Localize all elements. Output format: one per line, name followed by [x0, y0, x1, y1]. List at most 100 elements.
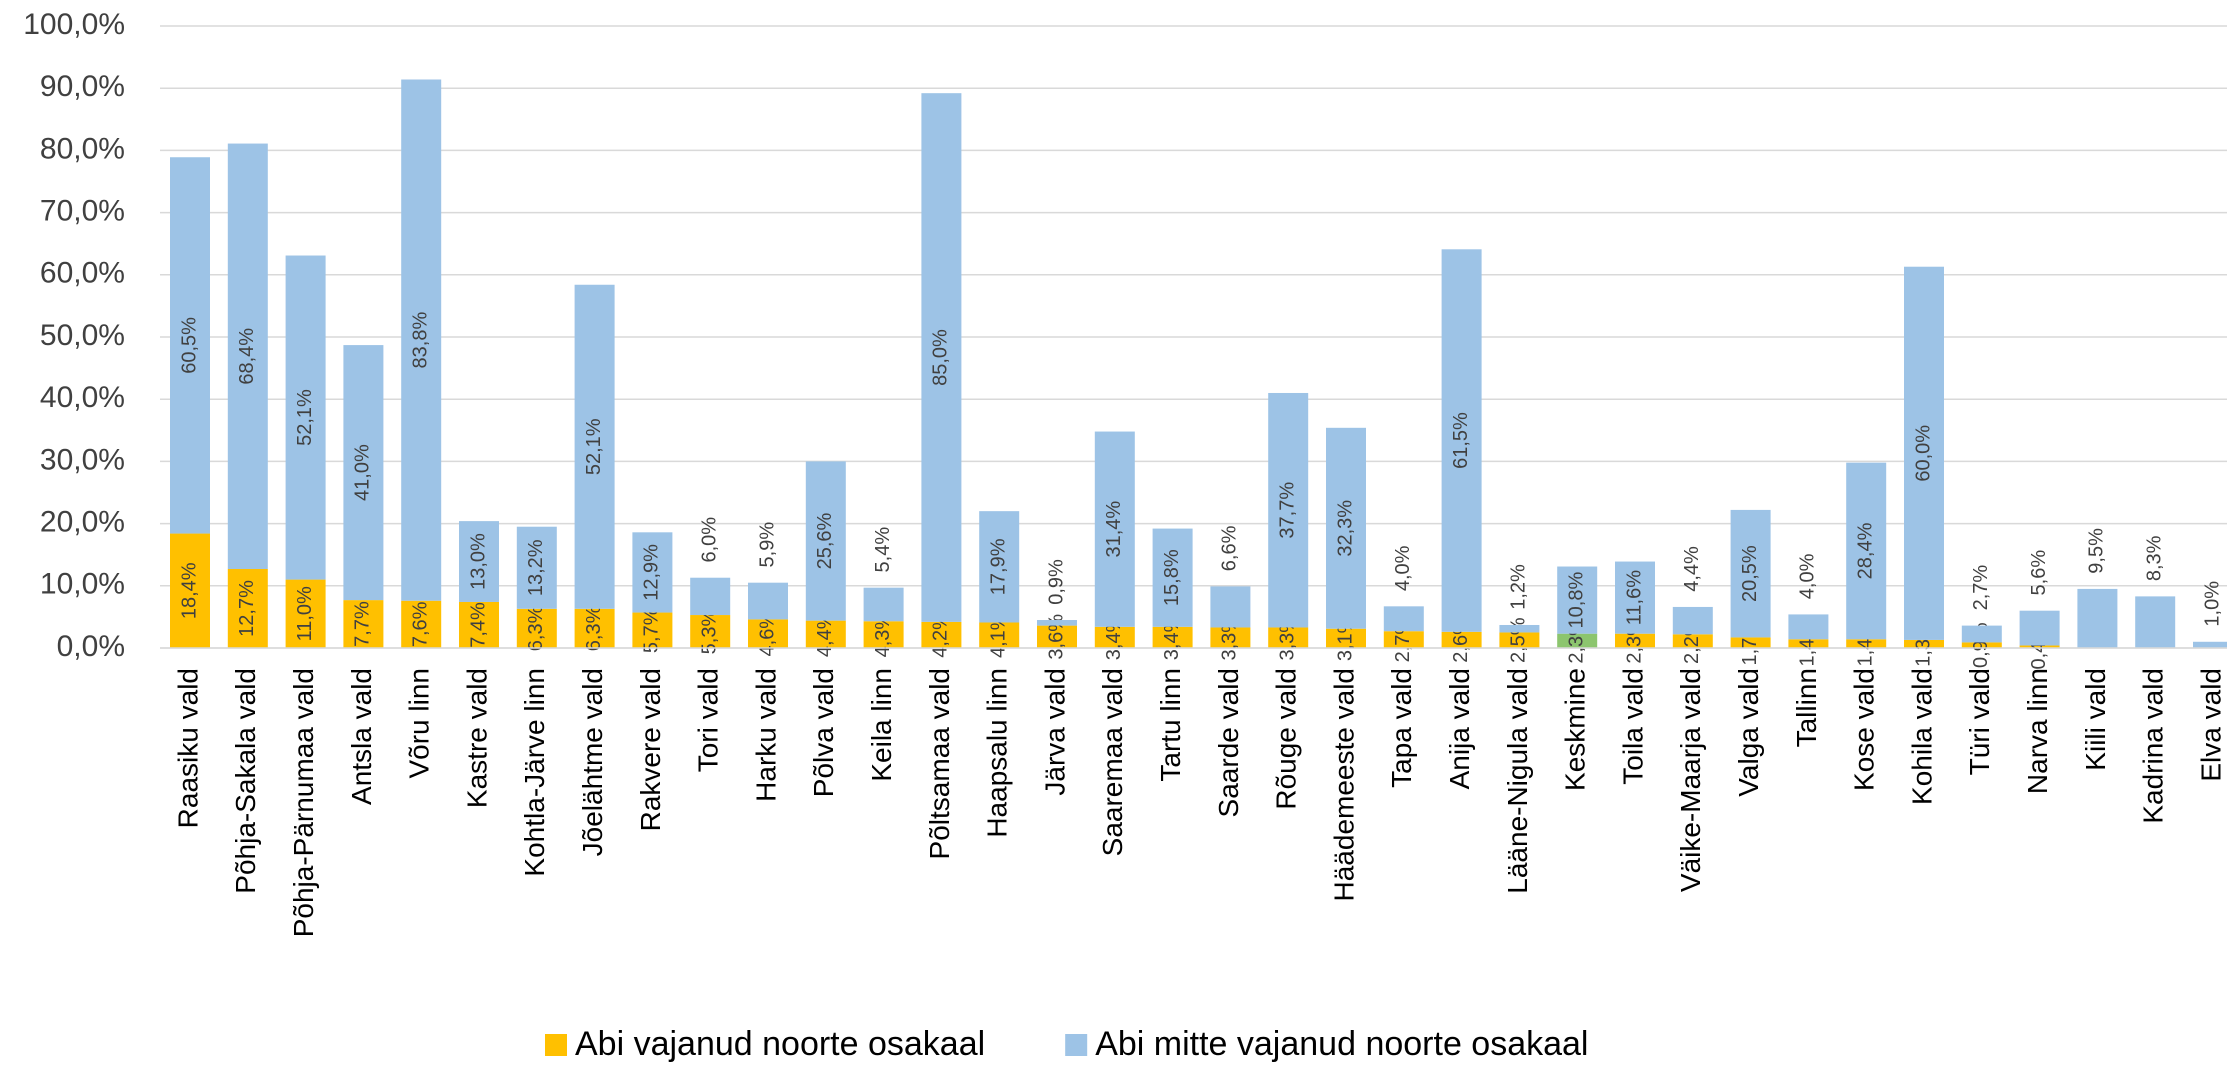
bar-segment: [2019, 610, 2060, 646]
bar-segment: [1383, 606, 1424, 632]
data-label: 60,5%: [178, 317, 200, 374]
data-label: 1,0%: [2201, 581, 2223, 627]
data-label: 7,4%: [467, 602, 489, 648]
x-tick-label: Lääne-Nigula vald: [1502, 668, 1533, 894]
legend-label: Abi mitte vajanud noorte osakaal: [1095, 1025, 1588, 1063]
x-tick-label: Kadrina vald: [2138, 668, 2169, 824]
x-tick-label: Jõelähtme vald: [577, 668, 608, 856]
x-tick-label: Kose vald: [1849, 668, 1880, 791]
bar-segment: [343, 345, 384, 601]
x-tick-label: Järva vald: [1039, 668, 1070, 796]
bar-segment: [227, 569, 268, 648]
legend-swatch: [1065, 1034, 1088, 1056]
x-tick-label: Elva vald: [2195, 668, 2226, 782]
bar-segment: [1499, 624, 1540, 633]
bar-segment: [1788, 614, 1829, 640]
x-tick-label: Tori vald: [693, 668, 724, 772]
bar-segment: [574, 284, 615, 609]
data-label: 13,2%: [525, 539, 547, 596]
x-tick-label: Saarde vald: [1213, 668, 1244, 817]
data-label: 2,5%: [1508, 617, 1530, 663]
x-tick-label: Rõuge vald: [1271, 668, 1302, 810]
x-tick-label: Põhja-Sakala vald: [230, 668, 261, 894]
data-label: 4,0%: [1797, 553, 1819, 599]
bar-segment: [979, 622, 1020, 648]
legend-label: Abi vajanud noorte osakaal: [575, 1025, 985, 1063]
bar-segment: [1846, 462, 1887, 640]
bar-segment: [401, 79, 442, 601]
data-label: 52,1%: [294, 389, 316, 446]
data-label: 32,3%: [1334, 500, 1356, 557]
data-label: 52,1%: [583, 418, 605, 475]
data-label: 85,0%: [930, 329, 952, 386]
data-label: 11,0%: [294, 586, 316, 641]
data-label: 4,0%: [1392, 545, 1414, 591]
data-label: 13,0%: [467, 533, 489, 590]
bar-segment: [1904, 266, 1944, 640]
x-tick-label: Saaremaa vald: [1097, 668, 1128, 856]
x-tick-label: Rakvere vald: [635, 668, 666, 831]
bar-segment: [285, 255, 326, 580]
bar-segment: [1152, 528, 1193, 627]
x-tick-label: Keskmine: [1560, 668, 1591, 791]
bar-segment: [1730, 637, 1771, 648]
bar-segment: [921, 621, 962, 648]
bar-segment: [2019, 645, 2060, 648]
bar-segment: [1499, 632, 1540, 648]
x-tick-label: Põlva vald: [808, 668, 839, 797]
y-tick-label: 10,0%: [40, 568, 125, 601]
bar-segment: [1441, 631, 1482, 648]
data-label: 28,4%: [1854, 522, 1876, 579]
data-label: 8,3%: [2143, 535, 2165, 581]
data-label: 61,5%: [1450, 412, 1472, 469]
data-label: 68,4%: [236, 328, 258, 385]
y-tick-label: 100,0%: [23, 8, 125, 41]
data-label: 5,9%: [756, 522, 778, 568]
bar-segment: [459, 521, 499, 602]
data-label: 1,2%: [1508, 564, 1530, 610]
data-label: 7,6%: [409, 601, 431, 647]
data-label: 17,9%: [987, 538, 1009, 595]
data-label: 5,7%: [641, 607, 663, 653]
x-tick-label: Antsla vald: [346, 668, 377, 805]
data-label: 31,4%: [1103, 501, 1125, 558]
data-label: 83,8%: [409, 312, 431, 369]
bar-segment: [1210, 627, 1251, 648]
bar-segment: [1441, 249, 1482, 632]
bar-segment: [1326, 427, 1366, 629]
data-label: 41,0%: [352, 444, 374, 501]
bar-segment: [227, 143, 268, 570]
data-label: 6,6%: [1219, 525, 1241, 571]
bar-segment: [1730, 509, 1771, 638]
y-tick-label: 40,0%: [40, 381, 125, 414]
x-tick-label: Põhja-Pärnumaa vald: [288, 668, 319, 937]
legend-swatch: [545, 1034, 567, 1056]
x-tick-label: Valga vald: [1733, 668, 1764, 797]
data-label: 5,3%: [698, 609, 720, 655]
data-label: 7,7%: [352, 601, 374, 647]
data-label: 4,3%: [872, 612, 894, 658]
bar-segment: [1037, 620, 1077, 626]
x-tick-label: Raasiku vald: [172, 668, 203, 828]
bar-segment: [516, 608, 557, 648]
data-label: 20,5%: [1739, 545, 1761, 602]
data-label: 12,9%: [641, 544, 663, 601]
bar-segment: [1557, 633, 1598, 648]
x-tick-label: Tartu linn: [1155, 668, 1186, 782]
y-tick-label: 20,0%: [40, 506, 125, 539]
bar-segment: [2193, 641, 2227, 648]
bar-segment: [805, 620, 846, 648]
bar-segment: [979, 511, 1020, 623]
bar-segment: [690, 615, 731, 648]
data-label: 9,5%: [2086, 528, 2108, 574]
x-tick-label: Kastre vald: [461, 668, 492, 808]
bar-segment: [1615, 633, 1655, 648]
x-tick-label: Narva linn: [2022, 668, 2053, 794]
data-label: 37,7%: [1276, 482, 1298, 539]
data-label: 12,7%: [236, 580, 258, 637]
bar-segment: [690, 577, 731, 616]
bar-segment: [863, 587, 904, 622]
x-tick-label: Põltsamaa vald: [924, 668, 955, 859]
bar-segment: [805, 461, 846, 621]
